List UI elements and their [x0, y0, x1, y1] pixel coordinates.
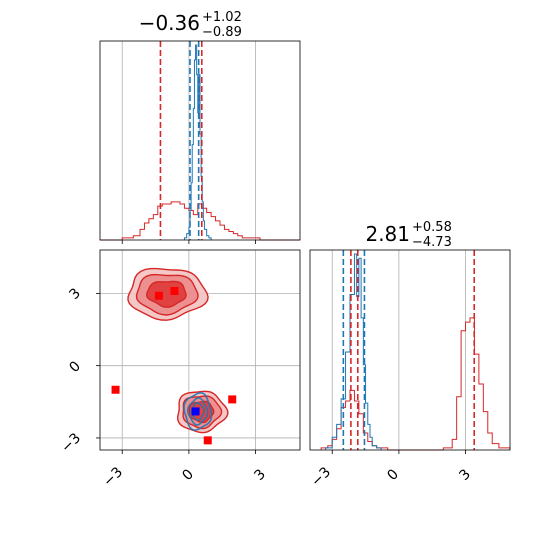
top-hist-series-0	[100, 201, 300, 241]
top-title-plus: +1.02	[202, 10, 242, 25]
joint-contour-panel	[96, 249, 301, 454]
right-hist-series-1	[325, 253, 382, 450]
joint-ytick-label-0: −3	[58, 430, 84, 456]
right-xtick-label-1: 0	[384, 466, 402, 484]
top-hist-series-1	[183, 44, 212, 240]
joint-ytick-label-2: 3	[66, 285, 84, 303]
top-panel-frame	[99, 40, 301, 241]
joint-contour-s1-m0-l0	[183, 391, 213, 431]
joint-xtick-label-0: −3	[100, 464, 126, 490]
right-xtick-label-2: 3	[456, 466, 474, 484]
joint-xtick-label-1: 0	[179, 466, 197, 484]
joint-marker-s0-4	[228, 395, 237, 404]
joint-marker-s0-2	[111, 385, 120, 394]
joint-marker-s1-0	[191, 407, 200, 416]
top-title-median: −0.36	[139, 11, 200, 35]
joint-x-tick-labels: −3 0 3	[100, 464, 269, 490]
joint-marker-s0-3	[203, 436, 212, 445]
right-x-tick-labels: −3 0 3	[308, 464, 474, 490]
right-marginal-histogram-panel	[309, 249, 511, 454]
joint-panel-frame	[99, 249, 301, 451]
joint-contour-s1-m0-l2	[190, 401, 205, 422]
right-panel-title: 2.81 +0.58 −4.73	[365, 220, 451, 250]
joint-marker-s0-1	[170, 286, 179, 295]
joint-y-tick-labels: 3 0 −3	[58, 285, 84, 456]
joint-marker-s0-0	[154, 291, 163, 300]
right-title-median: 2.81	[365, 222, 410, 246]
joint-ytick-label-1: 0	[66, 358, 84, 376]
right-xtick-label-0: −3	[308, 464, 334, 490]
top-marginal-histogram-panel	[99, 40, 301, 244]
right-title-plus: +0.58	[412, 220, 452, 235]
joint-contour-s1-m0-l1	[187, 397, 209, 426]
right-hist-series-0	[320, 317, 511, 451]
joint-xtick-label-2: 3	[251, 466, 269, 484]
right-title-minus: −4.73	[412, 235, 452, 250]
top-panel-title: −0.36 +1.02 −0.89	[139, 10, 242, 40]
top-title-minus: −0.89	[202, 25, 242, 40]
right-panel-frame	[309, 249, 511, 451]
